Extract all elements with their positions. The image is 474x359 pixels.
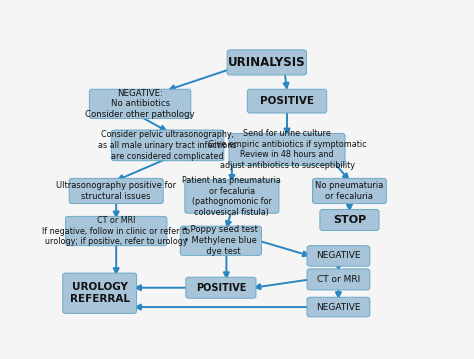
FancyBboxPatch shape — [307, 269, 370, 290]
FancyBboxPatch shape — [320, 210, 379, 230]
FancyBboxPatch shape — [180, 226, 262, 255]
Text: Send for urine culture
Give empiric antibiotics if symptomatic
Review in 48 hour: Send for urine culture Give empiric anti… — [208, 129, 366, 170]
FancyBboxPatch shape — [111, 130, 224, 161]
FancyBboxPatch shape — [69, 178, 163, 204]
FancyBboxPatch shape — [307, 246, 370, 266]
Text: • Poppy seed test
• Methylene blue
  dye test: • Poppy seed test • Methylene blue dye t… — [183, 225, 258, 256]
FancyBboxPatch shape — [312, 178, 386, 204]
Text: POSITIVE: POSITIVE — [196, 283, 246, 293]
FancyBboxPatch shape — [307, 297, 370, 317]
Text: URINALYSIS: URINALYSIS — [228, 56, 306, 69]
FancyBboxPatch shape — [90, 89, 191, 118]
FancyBboxPatch shape — [65, 216, 167, 246]
Text: Ultrasonography positive for
structural issues: Ultrasonography positive for structural … — [56, 181, 176, 201]
Text: CT or MRI: CT or MRI — [317, 275, 360, 284]
Text: NEGATIVE:
No antibiotics
Consider other pathology: NEGATIVE: No antibiotics Consider other … — [85, 89, 195, 119]
Text: NEGATIVE: NEGATIVE — [316, 303, 361, 312]
FancyBboxPatch shape — [185, 180, 279, 213]
FancyBboxPatch shape — [63, 273, 137, 313]
FancyBboxPatch shape — [227, 50, 307, 75]
Text: NEGATIVE: NEGATIVE — [316, 251, 361, 260]
Text: POSITIVE: POSITIVE — [260, 96, 314, 106]
Text: CT or MRI
If negative, follow in clinic or refer to
urology; if positive, refer : CT or MRI If negative, follow in clinic … — [42, 216, 190, 246]
Text: Consider pelvic ultrasonography,
as all male urinary tract infections
are consid: Consider pelvic ultrasonography, as all … — [99, 130, 237, 160]
FancyBboxPatch shape — [229, 134, 345, 165]
FancyBboxPatch shape — [186, 277, 256, 298]
FancyBboxPatch shape — [247, 89, 327, 113]
Text: STOP: STOP — [333, 215, 366, 225]
Text: UROLOGY
REFERRAL: UROLOGY REFERRAL — [70, 282, 130, 304]
Text: Patient has pneumaturia
or fecaluria
(pathognomonic for
colovesical fistula): Patient has pneumaturia or fecaluria (pa… — [182, 176, 282, 217]
Text: No pneumaturia
or fecaluria: No pneumaturia or fecaluria — [315, 181, 383, 201]
